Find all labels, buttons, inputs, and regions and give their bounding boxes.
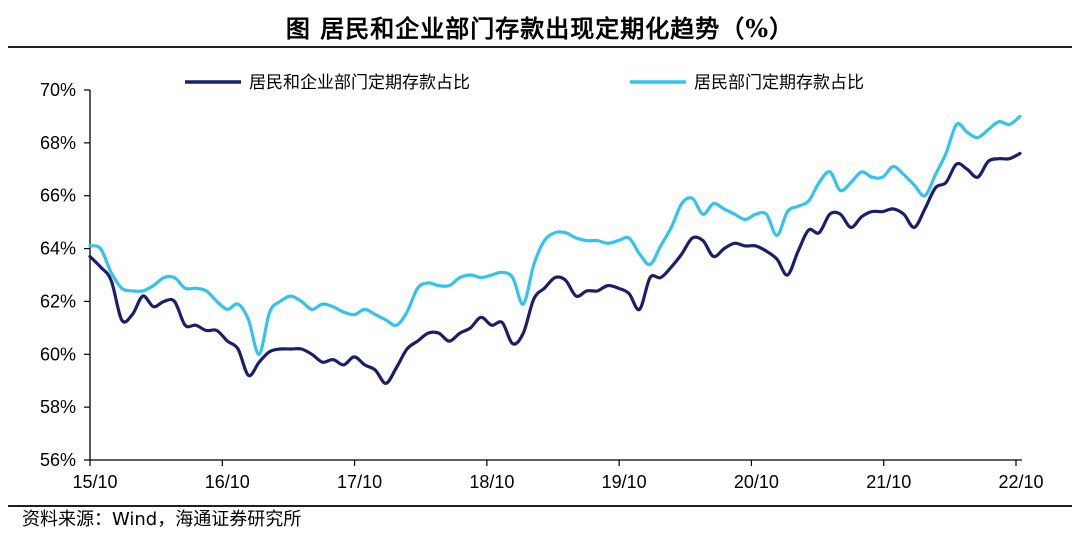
- y-tick-label: 58%: [40, 397, 76, 417]
- legend: 居民和企业部门定期存款占比 居民部门定期存款占比: [185, 73, 864, 93]
- x-tick-label: 22/10: [998, 472, 1043, 492]
- y-tick-label: 66%: [40, 186, 76, 206]
- title-divider: [8, 46, 1072, 48]
- series-line-household: [88, 114, 1022, 356]
- y-tick-label: 56%: [40, 450, 76, 470]
- y-tick-label: 70%: [40, 80, 76, 100]
- title-bar: 图 居民和企业部门存款出现定期化趋势（%）: [8, 6, 1072, 46]
- x-tick-label: 18/10: [469, 472, 514, 492]
- axes: [89, 90, 1022, 461]
- legend-label: 居民部门定期存款占比: [694, 73, 864, 93]
- x-tick-label: 17/10: [337, 472, 382, 492]
- source-note: 资料来源：Wind，海通证券研究所: [22, 509, 302, 530]
- legend-label: 居民和企业部门定期存款占比: [249, 73, 470, 93]
- y-tick-label: 64%: [40, 239, 76, 259]
- series-line-corporate-household: [88, 151, 1022, 385]
- footer-divider: [8, 505, 1072, 507]
- y-axis-ticks: 56% 58% 60% 62% 64% 66% 68% 70%: [40, 80, 90, 470]
- x-axis-ticks: 15/10 16/10 17/10 18/10 19/10 20/10 21/10 22/10: [72, 460, 1044, 492]
- chart-title: 图 居民和企业部门存款出现定期化趋势（%）: [285, 13, 795, 43]
- x-tick-label: 15/10: [72, 472, 117, 492]
- x-tick-label: 21/10: [866, 472, 911, 492]
- series-layer: [88, 114, 1022, 385]
- x-tick-label: 20/10: [734, 472, 779, 492]
- x-tick-label: 19/10: [602, 472, 647, 492]
- y-tick-label: 60%: [40, 344, 76, 364]
- x-tick-label: 16/10: [205, 472, 250, 492]
- y-tick-label: 68%: [40, 133, 76, 153]
- y-tick-label: 62%: [40, 291, 76, 311]
